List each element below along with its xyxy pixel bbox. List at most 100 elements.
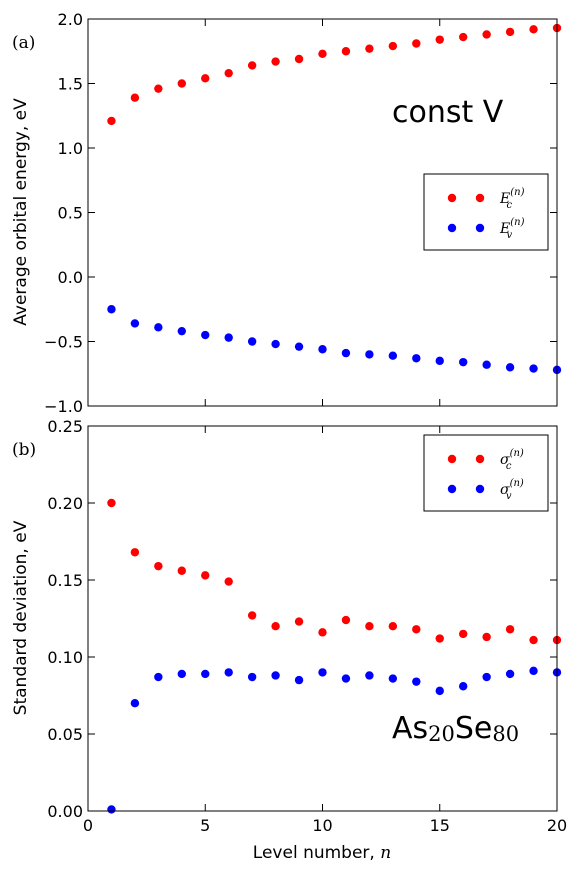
data-point-v-9 [294,675,304,685]
data-point-v-12 [365,671,374,680]
data-point-v-13 [388,351,398,360]
data-point-c-18 [505,27,515,37]
legend-marker-v-2 [475,484,485,494]
legend-marker-c-2 [475,454,485,464]
data-point-c-18 [505,625,515,634]
panel-a-legend: E(n) c E(n) v [423,173,549,251]
data-point-c-9 [294,617,304,626]
data-point-v-15 [435,686,444,696]
data-point-c-15 [435,35,444,44]
data-point-v-3 [154,672,163,682]
data-point-c-2 [130,93,140,102]
data-point-c-4 [177,79,186,88]
data-point-c-10 [318,49,327,59]
data-point-v-4 [177,326,186,336]
data-point-v-19 [529,364,538,373]
data-point-c-12 [365,44,374,53]
x-tick-label: 5 [200,816,210,835]
data-point-c-4 [177,566,186,575]
y-tick-label: 0.5 [58,204,83,223]
x-tick-label: 0 [83,816,93,835]
data-point-c-5 [201,74,210,83]
panel-a-ylabel: Average orbital energy, eV [11,98,31,326]
x-tick-label: 10 [312,816,332,835]
data-point-v-6 [224,333,233,342]
annotation-sub-80: 80 [492,722,519,746]
data-point-v-1 [107,805,116,814]
panel-a-ticks: −1.0 −0.5 0.0 0.5 1.0 1.5 2.0 [44,10,558,416]
data-point-c-16 [459,32,468,42]
data-point-c-19 [529,635,538,645]
data-point-v-11 [341,348,351,358]
legend-marker-c-1 [447,454,457,464]
data-point-v-16 [459,357,468,367]
xlabel-text: Level number, [253,843,380,863]
data-point-v-7 [247,672,257,682]
panel-b-marks [107,498,562,814]
panel-b: 0 5 10 15 200.000.050.100.150.200.25 (b) As2… [11,417,567,863]
legend-label-v: σ(n) v [500,478,524,502]
annotation-se: Se [455,711,493,746]
data-point-c-6 [224,577,233,586]
data-point-c-7 [247,61,257,70]
data-point-v-10 [318,345,327,354]
data-point-c-13 [388,41,398,51]
data-point-c-1 [107,116,116,126]
data-point-v-17 [482,360,491,369]
data-point-v-14 [412,677,421,686]
panel-b-legend-frame [423,434,549,512]
data-point-c-6 [224,68,233,78]
legend-marker-c-1 [447,193,457,203]
y-tick-label: 0.25 [47,417,83,436]
data-point-v-8 [271,339,280,349]
data-point-v-7 [247,337,257,346]
data-point-c-8 [271,57,280,66]
data-point-c-8 [271,622,280,631]
data-point-v-12 [365,350,374,359]
panel-a: −1.0 −0.5 0.0 0.5 1.0 1.5 2.0 (a) const V Aver… [11,10,562,416]
annotation-sub-20: 20 [428,722,455,746]
data-point-v-19 [529,666,538,676]
data-point-c-7 [247,611,257,620]
data-point-v-18 [505,669,515,679]
y-tick-label: 0.20 [47,494,83,513]
x-tick-label: 20 [547,816,567,835]
y-tick-label: −1.0 [44,397,83,416]
data-point-c-10 [318,628,327,637]
panel-a-legend-frame [423,173,549,251]
data-point-v-5 [201,669,210,679]
xlabel-var: n [380,843,391,863]
data-point-c-15 [435,634,444,643]
data-point-c-17 [482,632,491,642]
y-tick-label: 1.0 [58,139,83,158]
y-tick-label: 0.10 [47,648,83,667]
data-point-v-17 [482,672,491,682]
data-point-v-14 [412,354,421,363]
y-tick-label: 0.15 [47,571,83,590]
legend-marker-v-1 [447,223,457,233]
data-point-v-16 [459,682,468,691]
data-point-v-2 [130,699,140,708]
y-tick-label: 0.0 [58,268,83,287]
data-point-c-3 [154,561,163,571]
y-tick-label: −0.5 [44,333,83,352]
annotation-as: As [392,711,428,746]
panel-b-legend: σ(n) c σ(n) v [423,434,549,512]
data-point-c-1 [107,498,116,508]
panel-b-label: (b) [12,440,36,460]
data-point-c-5 [201,571,210,580]
panel-b-ticks: 0 5 10 15 20 0.00 0.05 0.10 0.15 0.20 0.25 [47,417,567,835]
data-point-c-11 [341,47,351,56]
data-point-c-12 [365,622,374,631]
x-tick-label: 15 [430,816,450,835]
data-point-c-17 [482,30,491,39]
panel-a-annotation: const V [392,95,504,130]
data-point-c-16 [459,629,468,639]
data-point-c-14 [412,39,421,48]
data-point-v-9 [294,342,304,351]
legend-marker-c-2 [475,193,485,203]
data-point-v-10 [318,668,327,677]
y-tick-label: 1.5 [58,75,83,94]
data-point-v-5 [201,330,210,340]
